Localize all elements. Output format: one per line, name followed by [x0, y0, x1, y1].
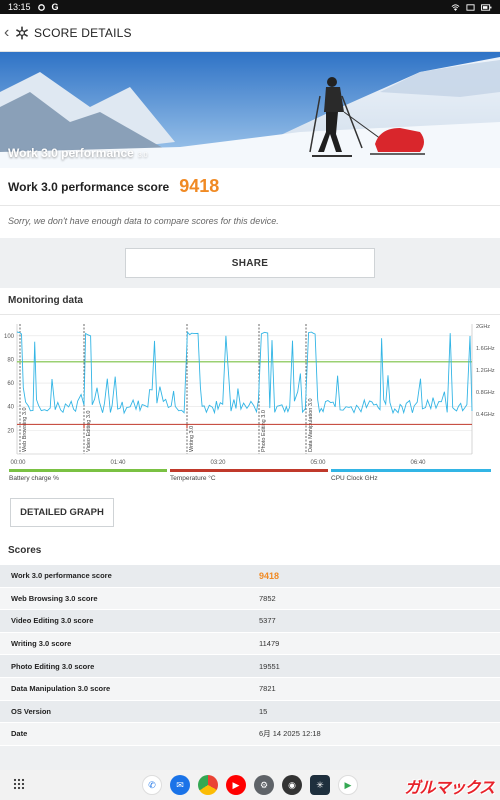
score-row-value: 15 [259, 706, 268, 716]
score-row: Work 3.0 performance score 9418 [0, 168, 500, 206]
x-axis-tick-label: 05:00 [310, 460, 326, 466]
score-row-item: Work 3.0 performance score 9418 [0, 565, 500, 588]
y-axis-right-tick-label: 2GHz [476, 324, 490, 330]
chrome-app-icon[interactable] [198, 775, 218, 795]
scores-heading: Scores [0, 541, 500, 565]
cpu-clock-series-line [16, 330, 473, 415]
skier-figure [309, 77, 386, 157]
sled [370, 128, 425, 155]
score-row-value: 9418 [259, 570, 280, 581]
settings-app-icon[interactable]: ⚙ [254, 775, 274, 795]
score-row-item: Video Editing 3.0 score 5377 [0, 610, 500, 633]
app-dock: ✆ ✉ ▶ ⚙ ◉ ✳ ▶ [142, 775, 358, 795]
app-bar: ‹ SCORE DETAILS [0, 14, 500, 52]
chart-legend: Battery charge % Temperature °C CPU Cloc… [0, 469, 500, 485]
score-card: Work 3.0 performance score 9418 Sorry, w… [0, 168, 500, 238]
monitoring-heading: Monitoring data [0, 288, 500, 315]
section-label: Web Browsing 3.0 [22, 407, 28, 452]
legend-battery-label: Battery charge % [9, 475, 59, 482]
page-title: SCORE DETAILS [34, 25, 132, 40]
score-row-item: OS Version 15 [0, 700, 500, 724]
y-axis-tick-label: 60 [7, 381, 14, 387]
y-axis-right-tick-label: 0.4GHz [476, 412, 495, 418]
detailed-graph-button[interactable]: DETAILED GRAPH [10, 498, 114, 527]
y-axis-right-tick-label: 0.8GHz [476, 390, 495, 396]
score-row-label: OS Version [11, 706, 52, 716]
temperature-series-line [17, 423, 472, 429]
back-arrow-icon[interactable]: ‹ [4, 23, 10, 41]
y-axis-right-tick-label: 1.2GHz [476, 368, 495, 374]
hero-caption-version: 3.0 [137, 152, 148, 159]
status-bar: 13:15 G [0, 0, 500, 14]
score-row-label: Data Manipulation 3.0 score [11, 684, 111, 694]
app-drawer-icon[interactable] [13, 778, 25, 790]
y-axis-tick-label: 40 [7, 405, 14, 411]
score-row-label: Work 3.0 performance score [11, 571, 112, 581]
navigation-bar: ✆ ✉ ▶ ⚙ ◉ ✳ ▶ ガルマックス [0, 770, 500, 800]
score-row-item: Photo Editing 3.0 score 19551 [0, 655, 500, 678]
hero-banner: Work 3.0 performance 3.0 [0, 52, 500, 168]
x-axis-tick-label: 00:00 [10, 460, 26, 466]
x-axis-tick-label: 06:40 [410, 460, 426, 466]
wifi-icon [451, 3, 460, 11]
messages-app-icon[interactable]: ✉ [170, 775, 190, 795]
score-row-label: Writing 3.0 score [11, 639, 72, 649]
score-row-item: Date 6月 14 2025 12:18 [0, 723, 500, 746]
section-label: Video Editing 3.0 [86, 411, 92, 453]
score-row-item: Web Browsing 3.0 score 7852 [0, 587, 500, 611]
y-axis-right-tick-label: 1.6GHz [476, 346, 495, 352]
scores-table: Work 3.0 performance score 9418 Web Browsi… [0, 565, 500, 746]
section-label: Photo Editing 3.0 [261, 410, 267, 452]
hero-caption-title: Work 3.0 performance [8, 146, 134, 160]
camera-app-icon[interactable]: ◉ [282, 775, 302, 795]
y-axis-tick-label: 100 [4, 334, 15, 340]
pcmark-app-icon[interactable]: ✳ [310, 775, 330, 795]
score-value: 9418 [179, 176, 220, 196]
section-label: Data Manipulation 3.0 [308, 398, 314, 452]
score-row-value: 19551 [259, 661, 280, 671]
y-axis-tick-label: 80 [7, 357, 14, 363]
phone-app-icon[interactable]: ✆ [142, 775, 162, 795]
legend-temperature-bar [170, 469, 328, 472]
play-store-app-icon[interactable]: ▶ [338, 775, 358, 795]
google-notification-icon: G [51, 2, 59, 12]
battery-icon [481, 3, 492, 11]
youtube-app-icon[interactable]: ▶ [226, 775, 246, 795]
legend-battery-bar [9, 469, 167, 472]
score-row-label: Date [11, 729, 28, 739]
score-row-value: 6月 14 2025 12:18 [259, 729, 321, 739]
y-axis-tick-label: 20 [7, 428, 14, 434]
watermark-logo: ガルマックス [404, 778, 495, 797]
status-time: 13:15 [8, 2, 31, 12]
score-row-value: 5377 [259, 616, 276, 626]
score-label: Work 3.0 performance score [8, 179, 170, 194]
score-row-label: Video Editing 3.0 score [11, 616, 94, 626]
score-row-value: 11479 [259, 639, 280, 649]
monitoring-chart[interactable]: 100 80 60 40 20 2GHz 1.6GHz 1.2GHz 0.8GHz 0.4GHz 0… [0, 318, 500, 468]
score-row-item: Writing 3.0 score 11479 [0, 632, 500, 656]
score-row-label: Photo Editing 3.0 score [11, 661, 95, 671]
settings-notification-icon [37, 3, 45, 11]
hero-caption: Work 3.0 performance 3.0 [8, 146, 148, 160]
score-row-item: Data Manipulation 3.0 score 7821 [0, 677, 500, 701]
comparison-note: Sorry, we don't have enough data to comp… [8, 216, 279, 226]
share-section: SHARE [0, 238, 500, 286]
legend-cpu-bar [331, 469, 491, 472]
section-label: Writing 3.0 [189, 426, 195, 452]
score-row-value: 7852 [259, 593, 276, 603]
score-row-label: Web Browsing 3.0 score [11, 593, 98, 603]
x-axis-tick-label: 03:20 [210, 460, 226, 466]
legend-cpu-label: CPU Clock GHz [331, 475, 378, 482]
legend-temperature-label: Temperature °C [170, 475, 216, 482]
monitoring-panel: Monitoring data 100 80 60 40 20 2GHz 1.6GHz 1.2… [0, 288, 500, 541]
pcmark-logo-icon [16, 26, 28, 39]
share-button[interactable]: SHARE [125, 248, 375, 278]
x-axis-tick-label: 01:40 [110, 460, 126, 466]
score-row-value: 7821 [259, 684, 276, 694]
screen-icon [466, 3, 475, 11]
hero-illustration [0, 52, 500, 168]
